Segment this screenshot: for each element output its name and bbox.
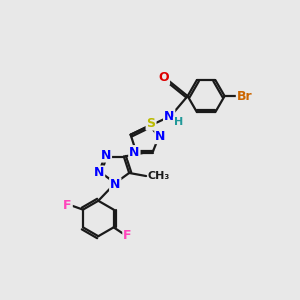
Text: H: H (174, 117, 183, 127)
Text: N: N (101, 148, 111, 162)
Text: CH₃: CH₃ (148, 171, 170, 181)
Text: S: S (147, 117, 156, 130)
Text: N: N (129, 146, 140, 159)
Text: F: F (63, 199, 72, 212)
Text: Br: Br (237, 90, 252, 103)
Text: N: N (94, 167, 104, 179)
Text: N: N (155, 130, 166, 143)
Text: O: O (158, 71, 169, 84)
Text: N: N (110, 178, 120, 191)
Text: F: F (123, 229, 132, 242)
Text: N: N (164, 110, 174, 123)
